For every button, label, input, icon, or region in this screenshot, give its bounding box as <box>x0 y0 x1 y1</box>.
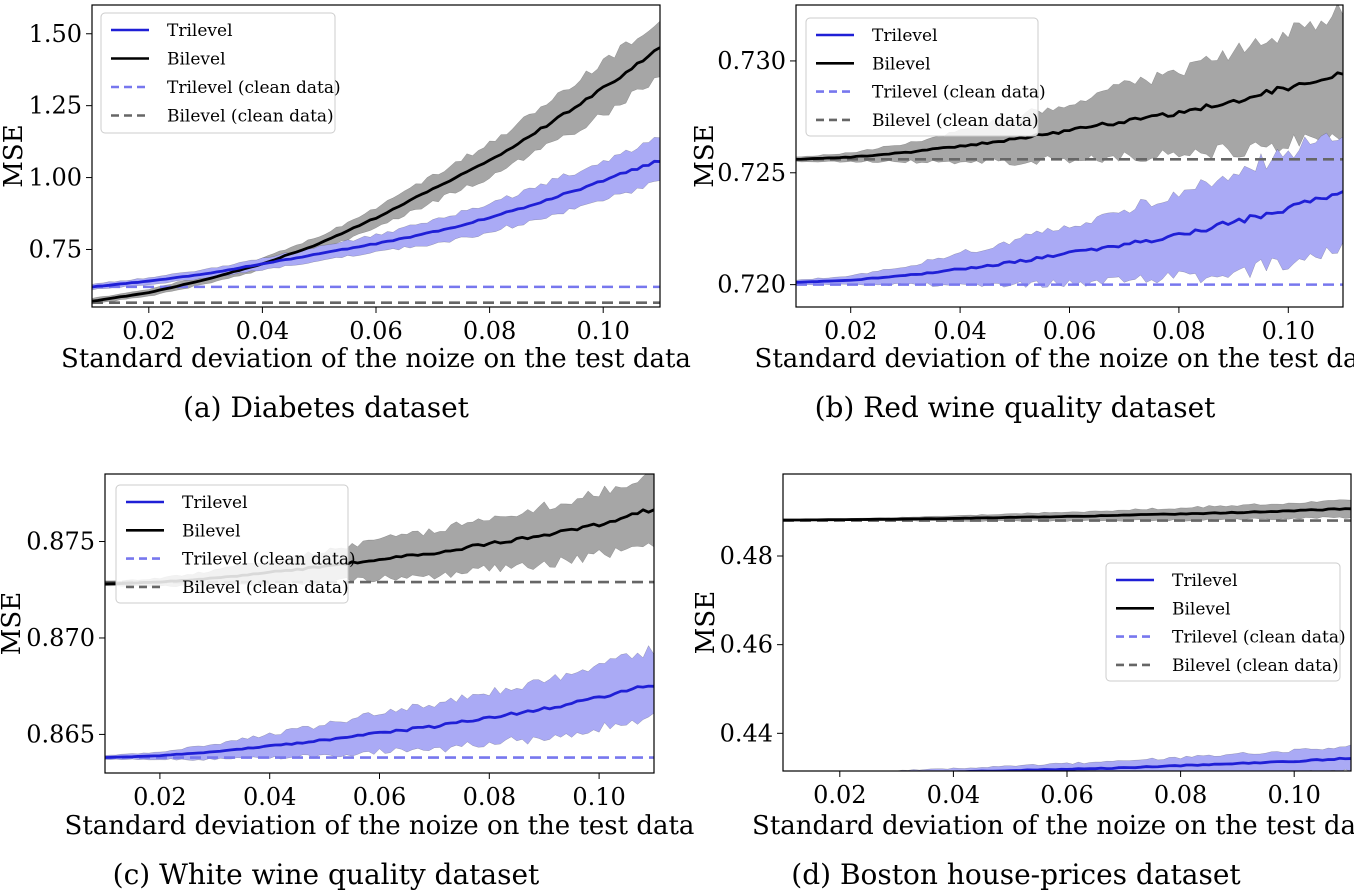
x-tick-label: 0.02 <box>813 781 866 809</box>
x-axis-label: Standard deviation of the noize on the t… <box>755 344 1354 374</box>
x-tick-label: 0.04 <box>243 783 296 811</box>
x-tick-label: 0.02 <box>824 317 877 345</box>
panel-caption: (a) Diabetes dataset <box>183 391 470 424</box>
legend-label: Trilevel <box>182 493 248 513</box>
legend-label: Bilevel (clean data) <box>1172 656 1339 676</box>
y-axis-label: MSE <box>0 124 29 187</box>
x-tick-label: 0.04 <box>236 317 289 345</box>
series-line-bilevel <box>92 46 660 303</box>
series-line-trilevel <box>105 684 654 759</box>
legend: Trilevel Bilevel Trilevel (clean data) Bile… <box>115 484 356 604</box>
legend-box <box>100 12 336 134</box>
plot-area <box>783 499 1351 771</box>
series-line-trilevel <box>92 159 660 289</box>
legend-label: Trilevel <box>167 21 233 41</box>
plot-area <box>796 5 1343 288</box>
x-axis-label: Standard deviation of the noize on the t… <box>752 811 1354 841</box>
x-axis-label: Standard deviation of the noize on the t… <box>65 811 695 841</box>
band-bilevel <box>783 499 1351 522</box>
band-trilevel <box>92 137 660 291</box>
y-tick-label: 1.50 <box>29 20 82 48</box>
series-line-bilevel <box>796 71 1343 161</box>
legend-label: Trilevel (clean data) <box>182 550 356 570</box>
legend-label: Bilevel <box>872 54 931 74</box>
panel-caption: (b) Red wine quality dataset <box>815 391 1217 424</box>
y-tick-label: 0.75 <box>29 235 82 263</box>
x-tick-label: 0.02 <box>122 317 175 345</box>
y-tick-label: 0.725 <box>717 159 786 187</box>
x-tick-label: 0.02 <box>133 783 186 811</box>
legend-label: Trilevel <box>872 26 938 46</box>
legend: Trilevel Bilevel Trilevel (clean data) Bile… <box>1105 562 1346 682</box>
y-tick-label: 0.720 <box>717 271 786 299</box>
chart-panel-a: 0.02 0.04 0.06 0.08 0.10 0.75 1.00 1.25 1.50 Stan… <box>0 4 691 424</box>
y-tick-label: 0.875 <box>26 528 95 556</box>
x-tick-label: 0.06 <box>349 317 402 345</box>
x-axis-label: Standard deviation of the noize on the t… <box>61 344 691 374</box>
x-tick-label: 0.06 <box>353 783 406 811</box>
x-tick-label: 0.10 <box>1267 781 1320 809</box>
legend-label: Bilevel <box>1172 599 1231 619</box>
legend-label: Bilevel (clean data) <box>182 578 349 598</box>
y-tick-label: 0.865 <box>26 720 95 748</box>
x-tick-label: 0.08 <box>463 317 516 345</box>
x-tick-label: 0.04 <box>927 781 980 809</box>
legend-label: Trilevel (clean data) <box>1172 628 1346 648</box>
chart-panel-d: 0.02 0.04 0.06 0.08 0.10 0.44 0.46 0.48 Standard… <box>691 473 1354 891</box>
x-tick-label: 0.10 <box>1262 317 1315 345</box>
x-tick-label: 0.04 <box>933 317 986 345</box>
y-tick-label: 0.46 <box>720 631 773 659</box>
y-tick-label: 1.00 <box>29 164 82 192</box>
y-axis-label: MSE <box>690 124 720 187</box>
x-tick-label: 0.08 <box>1152 317 1205 345</box>
legend-label: Trilevel <box>1172 571 1238 591</box>
series-line-trilevel <box>916 756 1351 771</box>
legend-label: Bilevel (clean data) <box>872 111 1039 131</box>
panel-caption: (d) Boston house-prices dataset <box>791 858 1241 891</box>
x-tick-label: 0.08 <box>463 783 516 811</box>
legend-label: Bilevel (clean data) <box>167 107 334 127</box>
legend-label: Bilevel <box>167 50 226 70</box>
x-tick-label: 0.10 <box>572 783 625 811</box>
y-tick-label: 1.25 <box>29 92 82 120</box>
y-tick-label: 0.48 <box>720 542 773 570</box>
x-tick-label: 0.06 <box>1040 781 1093 809</box>
legend-box <box>1105 562 1341 682</box>
plot-area <box>92 20 660 305</box>
legend: Trilevel Bilevel Trilevel (clean data) Bile… <box>100 12 341 134</box>
legend-box <box>115 484 349 604</box>
series-line-trilevel <box>796 190 1343 284</box>
y-axis-label: MSE <box>691 591 721 654</box>
x-tick-label: 0.06 <box>1043 317 1096 345</box>
legend: Trilevel Bilevel Trilevel (clean data) Bile… <box>805 17 1046 137</box>
panel-caption: (c) White wine quality dataset <box>113 858 540 891</box>
legend-label: Trilevel (clean data) <box>167 78 341 98</box>
legend-label: Trilevel (clean data) <box>872 83 1046 103</box>
y-tick-label: 0.870 <box>26 624 95 652</box>
x-tick-label: 0.08 <box>1154 781 1207 809</box>
chart-panel-c: 0.02 0.04 0.06 0.08 0.10 0.865 0.870 0.875 Stand… <box>0 473 695 891</box>
legend-label: Bilevel <box>182 521 241 541</box>
series-line-bilevel <box>783 507 1351 522</box>
y-tick-label: 0.730 <box>717 47 786 75</box>
x-tick-label: 0.10 <box>576 317 629 345</box>
chart-panel-b: 0.02 0.04 0.06 0.08 0.10 0.720 0.725 0.730 Stand… <box>690 4 1354 424</box>
y-tick-label: 0.44 <box>720 719 773 747</box>
legend-box <box>805 17 1039 137</box>
y-axis-label: MSE <box>0 592 27 655</box>
